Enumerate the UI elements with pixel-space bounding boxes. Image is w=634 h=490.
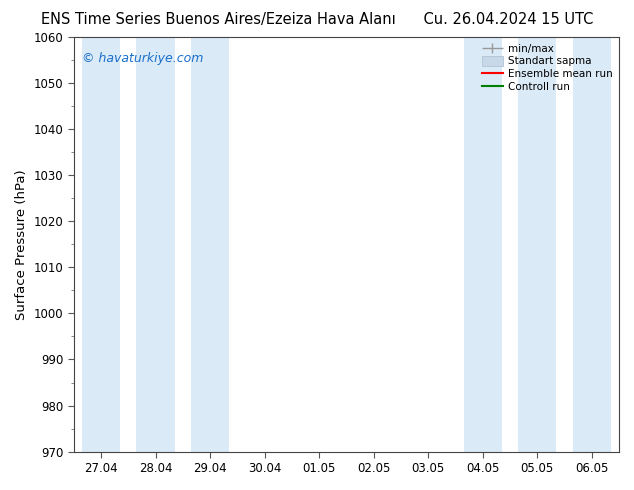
Text: ENS Time Series Buenos Aires/Ezeiza Hava Alanı      Cu. 26.04.2024 15 UTC: ENS Time Series Buenos Aires/Ezeiza Hava… (41, 12, 593, 27)
Bar (573, 37, 611, 452)
Bar (191, 37, 229, 452)
Bar (518, 37, 556, 452)
Bar (136, 37, 174, 452)
Bar (82, 37, 120, 452)
Text: © havaturkiye.com: © havaturkiye.com (82, 51, 204, 65)
Legend: min/max, Standart sapma, Ensemble mean run, Controll run: min/max, Standart sapma, Ensemble mean r… (479, 40, 616, 95)
Y-axis label: Surface Pressure (hPa): Surface Pressure (hPa) (15, 169, 28, 319)
Bar (463, 37, 501, 452)
